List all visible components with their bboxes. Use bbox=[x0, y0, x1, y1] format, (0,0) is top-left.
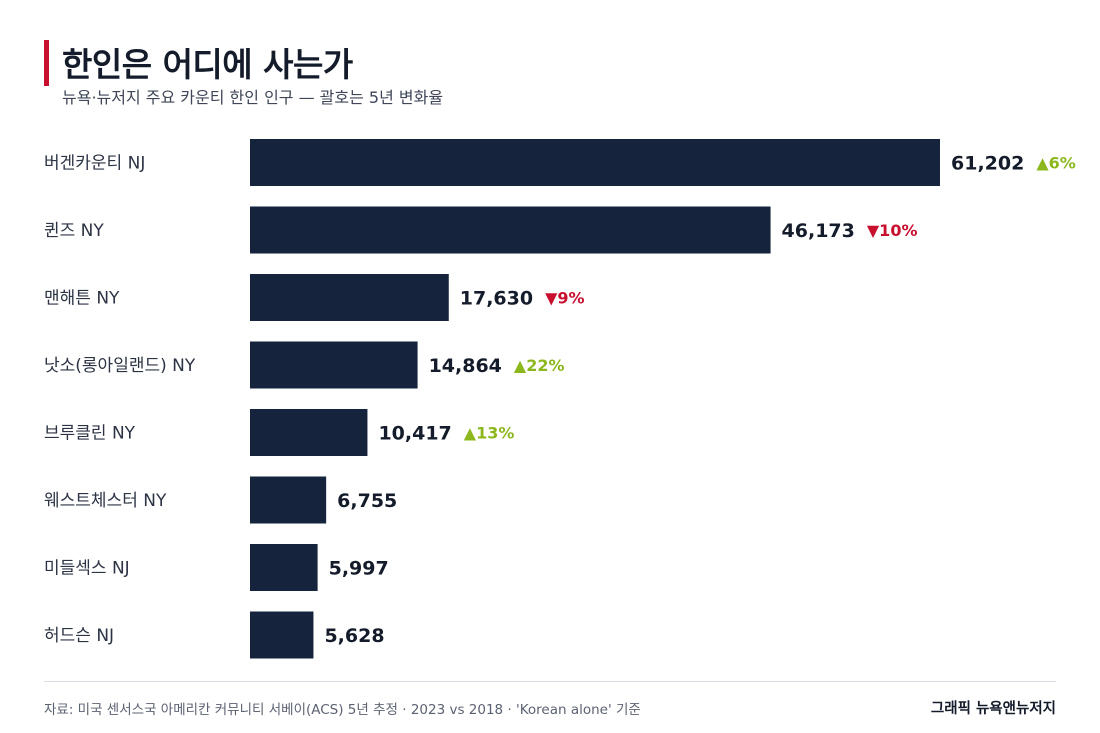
category-label: 퀸즈 NY bbox=[44, 221, 104, 241]
bar bbox=[250, 139, 940, 186]
value-label: 61,202 bbox=[951, 153, 1024, 175]
value-label: 46,173 bbox=[782, 220, 855, 242]
value-label: 6,755 bbox=[337, 490, 397, 512]
bar bbox=[250, 274, 449, 321]
bar bbox=[250, 544, 318, 591]
category-label: 맨해튼 NY bbox=[44, 289, 120, 309]
bar bbox=[250, 206, 771, 254]
value-label: 17,630 bbox=[460, 288, 533, 310]
category-label: 낫소(롱아일랜드) NY bbox=[44, 356, 196, 376]
category-label: 웨스트체스터 NY bbox=[44, 491, 167, 511]
category-label: 버겐카운티 NJ bbox=[44, 154, 145, 174]
change-label: ▼10% bbox=[867, 221, 918, 240]
value-label: 5,628 bbox=[324, 625, 384, 647]
bar-chart: 버겐카운티 NJ 61,202 ▲6% 퀸즈 NY 46,173 ▼10% 맨해튼 NY 17… bbox=[44, 139, 1076, 659]
change-label: ▲6% bbox=[1036, 154, 1075, 173]
bar bbox=[250, 409, 368, 456]
footer-divider bbox=[44, 681, 1056, 682]
category-label: 허드슨 NJ bbox=[44, 626, 114, 646]
bar bbox=[250, 476, 327, 524]
category-label: 브루클린 NY bbox=[44, 424, 136, 444]
graphic-credit: 그래픽 뉴욕앤뉴저지 bbox=[930, 701, 1056, 717]
value-label: 5,997 bbox=[329, 558, 389, 580]
change-label: ▲22% bbox=[514, 356, 565, 375]
category-label: 미들섹스 NJ bbox=[44, 559, 130, 579]
page-title: 한인은 어디에 사는가 bbox=[62, 45, 353, 84]
change-label: ▲13% bbox=[464, 424, 515, 443]
change-label: ▼9% bbox=[545, 289, 584, 308]
title-accent-bar bbox=[44, 40, 49, 86]
source-note: 자료: 미국 센서스국 아메리칸 커뮤니티 서베이(ACS) 5년 추정 · 2… bbox=[44, 702, 641, 718]
bar bbox=[250, 611, 314, 659]
value-label: 10,417 bbox=[378, 423, 451, 445]
bar bbox=[250, 341, 418, 389]
page-subtitle: 뉴욕·뉴저지 주요 카운티 한인 인구 — 괄호는 5년 변화율 bbox=[62, 88, 444, 107]
value-label: 14,864 bbox=[429, 355, 502, 377]
